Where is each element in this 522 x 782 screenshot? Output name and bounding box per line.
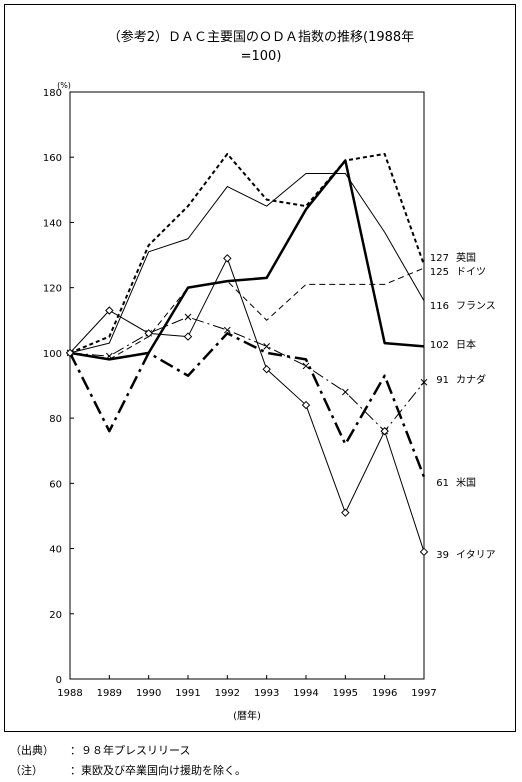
series-7 xyxy=(65,254,429,557)
y-tick-label: 40 xyxy=(49,545,62,556)
data-point xyxy=(263,343,271,350)
chart-frame xyxy=(4,4,516,732)
chart-title: （参考2）ＤＡＣ主要国のＯＤＡ指数の推移(1988年 =100) xyxy=(0,28,522,66)
source-key: （出典） xyxy=(10,744,54,757)
y-tick-label: 140 xyxy=(43,218,62,229)
source-note: （出典） ：９８年プレスリリース xyxy=(10,742,190,758)
series-end-value: 127 xyxy=(430,253,449,264)
y-tick-label: 120 xyxy=(43,284,62,295)
series-end-value: 116 xyxy=(430,301,449,312)
footnote-key: （注） xyxy=(10,764,43,777)
series-6 xyxy=(68,332,426,478)
data-point xyxy=(223,326,231,334)
series-legend-label: フランス xyxy=(456,300,496,312)
series-line xyxy=(69,257,425,552)
series-legend-label: 米国 xyxy=(456,476,476,489)
x-axis-label: (暦年) xyxy=(233,709,261,722)
data-point xyxy=(262,364,271,374)
data-point xyxy=(301,400,311,410)
y-unit-label: (%) xyxy=(57,81,71,90)
series-line xyxy=(69,152,425,354)
data-point xyxy=(105,306,114,315)
title-line-1: （参考2）ＤＡＣ主要国のＯＤＡ指数の推移(1988年 xyxy=(107,30,415,45)
series-line xyxy=(68,332,426,478)
series-end-value: 39 xyxy=(436,550,449,561)
x-tick-label: 1992 xyxy=(215,688,240,699)
series-line xyxy=(69,267,425,360)
x-tick-label: 1995 xyxy=(333,688,358,699)
series-end-value: 102 xyxy=(430,340,449,351)
data-point xyxy=(184,313,192,321)
x-tick-label: 1996 xyxy=(372,688,397,699)
y-tick-label: 0 xyxy=(56,675,62,686)
series-1 xyxy=(69,152,425,354)
footnote-text: ：東欧及び卒業国向け援助を除く。 xyxy=(70,764,246,777)
data-point xyxy=(65,348,75,358)
series-legend-label: ドイツ xyxy=(456,267,486,278)
source-text: ：９８年プレスリリース xyxy=(70,744,191,757)
x-tick-label: 1990 xyxy=(136,688,161,699)
data-point xyxy=(223,254,232,263)
x-tick-label: 1994 xyxy=(293,688,318,699)
y-tick-label: 180 xyxy=(43,88,62,99)
series-line xyxy=(69,159,425,361)
series-legend-label: 日本 xyxy=(456,338,476,351)
series-end-value: 125 xyxy=(430,267,449,278)
y-tick-label: 160 xyxy=(43,153,62,164)
data-point xyxy=(420,378,428,386)
data-point xyxy=(302,362,310,370)
data-point xyxy=(183,332,193,341)
data-point xyxy=(419,547,429,557)
x-tick-label: 1991 xyxy=(175,688,200,699)
data-point xyxy=(144,329,153,338)
data-point xyxy=(341,388,349,396)
series-end-value: 61 xyxy=(436,478,449,489)
data-point xyxy=(105,352,113,360)
series-end-value: 91 xyxy=(436,375,449,386)
x-tick-label: 1997 xyxy=(411,688,436,699)
series-legend-label: カナダ xyxy=(456,373,486,386)
series-line xyxy=(69,316,425,432)
plot-area xyxy=(69,91,425,680)
y-tick-label: 100 xyxy=(43,349,62,360)
x-tick-label: 1993 xyxy=(254,688,279,699)
title-line-2: =100) xyxy=(240,49,282,64)
y-tick-label: 20 xyxy=(49,610,62,621)
x-tick-label: 1988 xyxy=(57,688,82,699)
series-line xyxy=(69,173,425,354)
x-tick-label: 1989 xyxy=(97,688,122,699)
series-4 xyxy=(69,159,425,361)
y-tick-label: 80 xyxy=(49,414,62,425)
data-point xyxy=(341,508,350,517)
y-tick-label: 60 xyxy=(49,479,62,490)
series-2 xyxy=(69,173,425,354)
series-legend-label: イタリア xyxy=(456,549,496,561)
series-legend-label: 英国 xyxy=(456,251,476,264)
data-point xyxy=(380,426,389,436)
footnote: （注） ：東欧及び卒業国向け援助を除く。 xyxy=(10,762,246,778)
series-5 xyxy=(66,313,428,435)
